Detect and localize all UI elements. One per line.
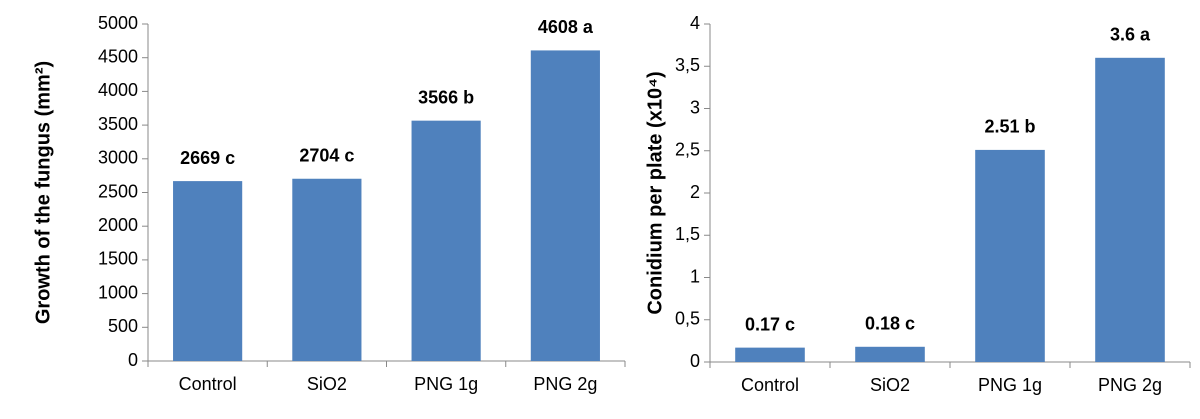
y-tick-label: 1000 (98, 282, 138, 302)
x-tick-label: PNG 1g (978, 375, 1042, 395)
x-tick-label: SiO2 (307, 374, 347, 394)
y-tick-label: 4500 (98, 46, 138, 66)
y-tick-label: 3500 (98, 114, 138, 134)
y-tick-label: 2500 (98, 181, 138, 201)
value-label: 2669 c (180, 148, 235, 168)
y-tick-label: 2,5 (675, 140, 700, 160)
bar (173, 181, 243, 361)
value-label: 2.51 b (984, 117, 1035, 137)
x-tick-label: Control (179, 374, 237, 394)
y-tick-label: 4000 (98, 80, 138, 100)
x-tick-label: SiO2 (870, 375, 910, 395)
x-tick-label: PNG 1g (414, 374, 478, 394)
y-tick-label: 1500 (98, 249, 138, 269)
value-label: 3.6 a (1110, 25, 1151, 45)
y-tick-label: 3,5 (675, 55, 700, 75)
y-tick-label: 2 (690, 182, 700, 202)
y-tick-label: 0 (128, 350, 138, 370)
value-label: 0.18 c (865, 314, 915, 334)
y-tick-label: 3000 (98, 148, 138, 168)
bar (735, 347, 805, 362)
bar (530, 50, 600, 361)
bar (1095, 57, 1165, 363)
y-tick-label: 0,5 (675, 309, 700, 329)
bar (975, 149, 1045, 362)
x-tick-label: PNG 2g (533, 374, 597, 394)
y-tick-label: 1 (690, 266, 700, 286)
y-tick-label: 1,5 (675, 224, 700, 244)
y-tick-label: 500 (108, 316, 138, 336)
y-tick-label: 3 (690, 97, 700, 117)
y-tick-label: 2000 (98, 215, 138, 235)
value-label: 4608 a (538, 17, 594, 37)
value-label: 0.17 c (745, 314, 795, 334)
value-label: 2704 c (299, 146, 354, 166)
y-axis-title: Conidium per plate (x10⁴) (644, 71, 666, 314)
x-tick-label: Control (741, 375, 799, 395)
bar (411, 120, 481, 361)
y-axis-title: Growth of the fungus (mm²) (32, 61, 54, 324)
y-tick-label: 4 (690, 13, 700, 33)
y-tick-label: 5000 (98, 13, 138, 33)
value-label: 3566 b (418, 87, 474, 107)
bar (855, 346, 925, 362)
y-tick-label: 0 (690, 351, 700, 371)
x-tick-label: PNG 2g (1098, 375, 1162, 395)
bar (292, 178, 362, 361)
